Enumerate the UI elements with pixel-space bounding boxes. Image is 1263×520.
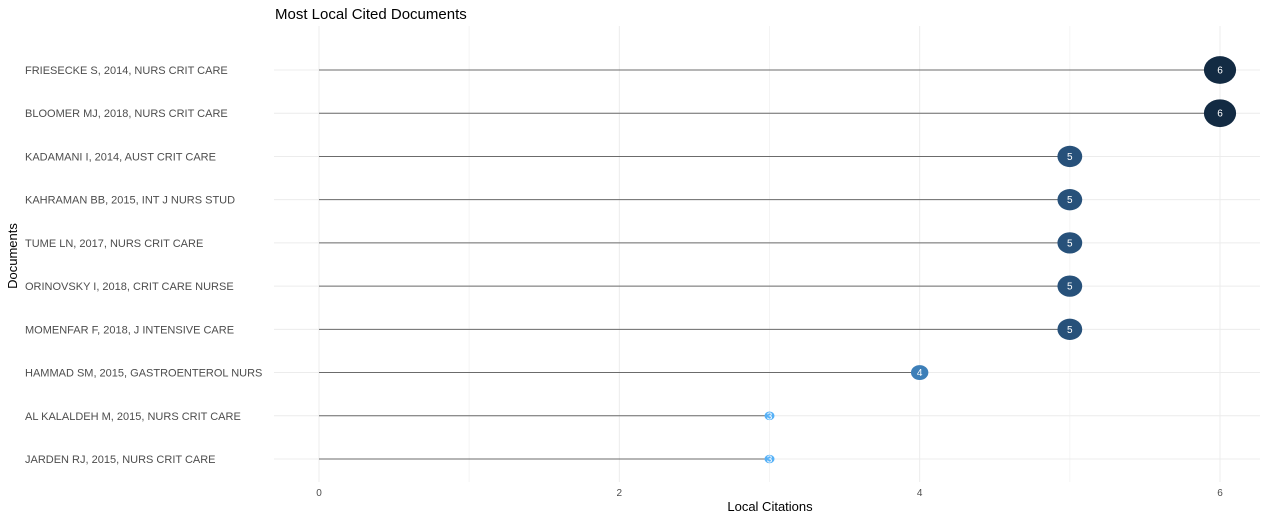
category-label: AL KALALDEH M, 2015, NURS CRIT CARE — [25, 411, 241, 423]
lollipop-point — [1057, 318, 1083, 340]
value-label: 5 — [1067, 238, 1073, 249]
value-label: 4 — [917, 368, 923, 379]
lollipop-point — [1203, 56, 1237, 84]
x-tick-label: 4 — [917, 488, 923, 499]
lollipop-point — [764, 411, 775, 421]
labels: Most Local Cited Documents Local Citatio… — [5, 6, 1223, 514]
lollipop-point — [1057, 145, 1083, 168]
value-label: 6 — [1217, 66, 1223, 77]
x-tick-label: 0 — [316, 488, 322, 499]
value-label: 5 — [1067, 195, 1073, 206]
value-label: 3 — [767, 411, 773, 422]
lollipop-point — [1057, 275, 1083, 297]
x-axis-title: Local Citations — [727, 499, 813, 514]
chart-title: Most Local Cited Documents — [275, 6, 467, 23]
lollipop-point — [764, 454, 775, 464]
lollipop-point — [1057, 189, 1083, 211]
x-tick-label: 2 — [617, 488, 623, 499]
stems — [319, 69, 1220, 460]
category-label: JARDEN RJ, 2015, NURS CRIT CARE — [25, 454, 216, 466]
value-label: 5 — [1067, 325, 1073, 336]
category-label: MOMENFAR F, 2018, J INTENSIVE CARE — [25, 324, 234, 336]
category-label: TUME LN, 2017, NURS CRIT CARE — [25, 238, 203, 250]
y-axis-title: Documents — [5, 223, 20, 289]
category-label: KAHRAMAN BB, 2015, INT J NURS STUD — [25, 195, 235, 207]
category-label: HAMMAD SM, 2015, GASTROENTEROL NURS — [25, 368, 262, 380]
lollipop-point — [910, 365, 929, 381]
x-tick-label: 6 — [1217, 488, 1223, 499]
value-label: 3 — [767, 455, 773, 466]
value-label: 6 — [1217, 109, 1223, 120]
lollipop-point — [1057, 232, 1083, 254]
points: 6 6 5 5 5 5 5 4 3 3 — [764, 56, 1237, 466]
value-label: 5 — [1067, 282, 1073, 293]
lollipop-point — [1203, 99, 1237, 128]
value-label: 5 — [1067, 152, 1073, 163]
category-label: BLOOMER MJ, 2018, NURS CRIT CARE — [25, 108, 228, 120]
category-label: KADAMANI I, 2014, AUST CRIT CARE — [25, 151, 216, 163]
category-label: FRIESECKE S, 2014, NURS CRIT CARE — [25, 65, 228, 77]
category-label: ORINOVSKY I, 2018, CRIT CARE NURSE — [25, 281, 234, 293]
